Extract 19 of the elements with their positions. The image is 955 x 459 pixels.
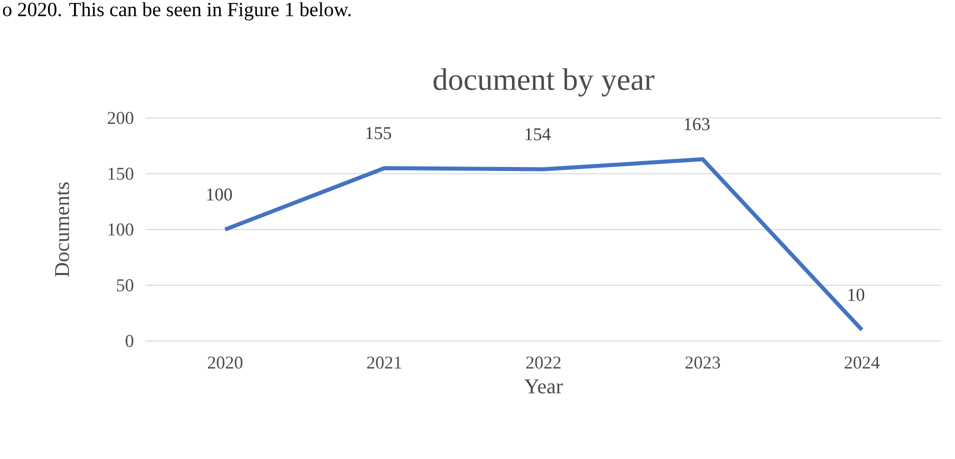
data-label: 100 [207, 188, 232, 201]
chart-title: document by year [434, 68, 654, 96]
x-tick-label: 2023 [686, 356, 720, 369]
y-tick-label: 150 [108, 168, 134, 180]
y-tick-label: 200 [108, 112, 134, 124]
x-tick-label: 2021 [367, 356, 402, 369]
x-axis-title: Year [524, 380, 563, 394]
x-tick-label: 2020 [208, 356, 242, 369]
x-tick-label: 2024 [844, 356, 880, 369]
y-tick-label: 0 [126, 334, 134, 348]
data-label: 154 [526, 128, 551, 140]
y-tick-label: 100 [108, 223, 134, 236]
x-tick-label: 2022 [526, 356, 561, 369]
data-label: 155 [366, 127, 392, 140]
data-label: 10 [848, 288, 864, 301]
text: o 2020. This can be seen in Figure 1 below. [2, 2, 351, 20]
data-label: 163 [684, 118, 710, 130]
y-axis-title: Documents [55, 182, 70, 277]
y-tick-label: 50 [117, 279, 134, 292]
